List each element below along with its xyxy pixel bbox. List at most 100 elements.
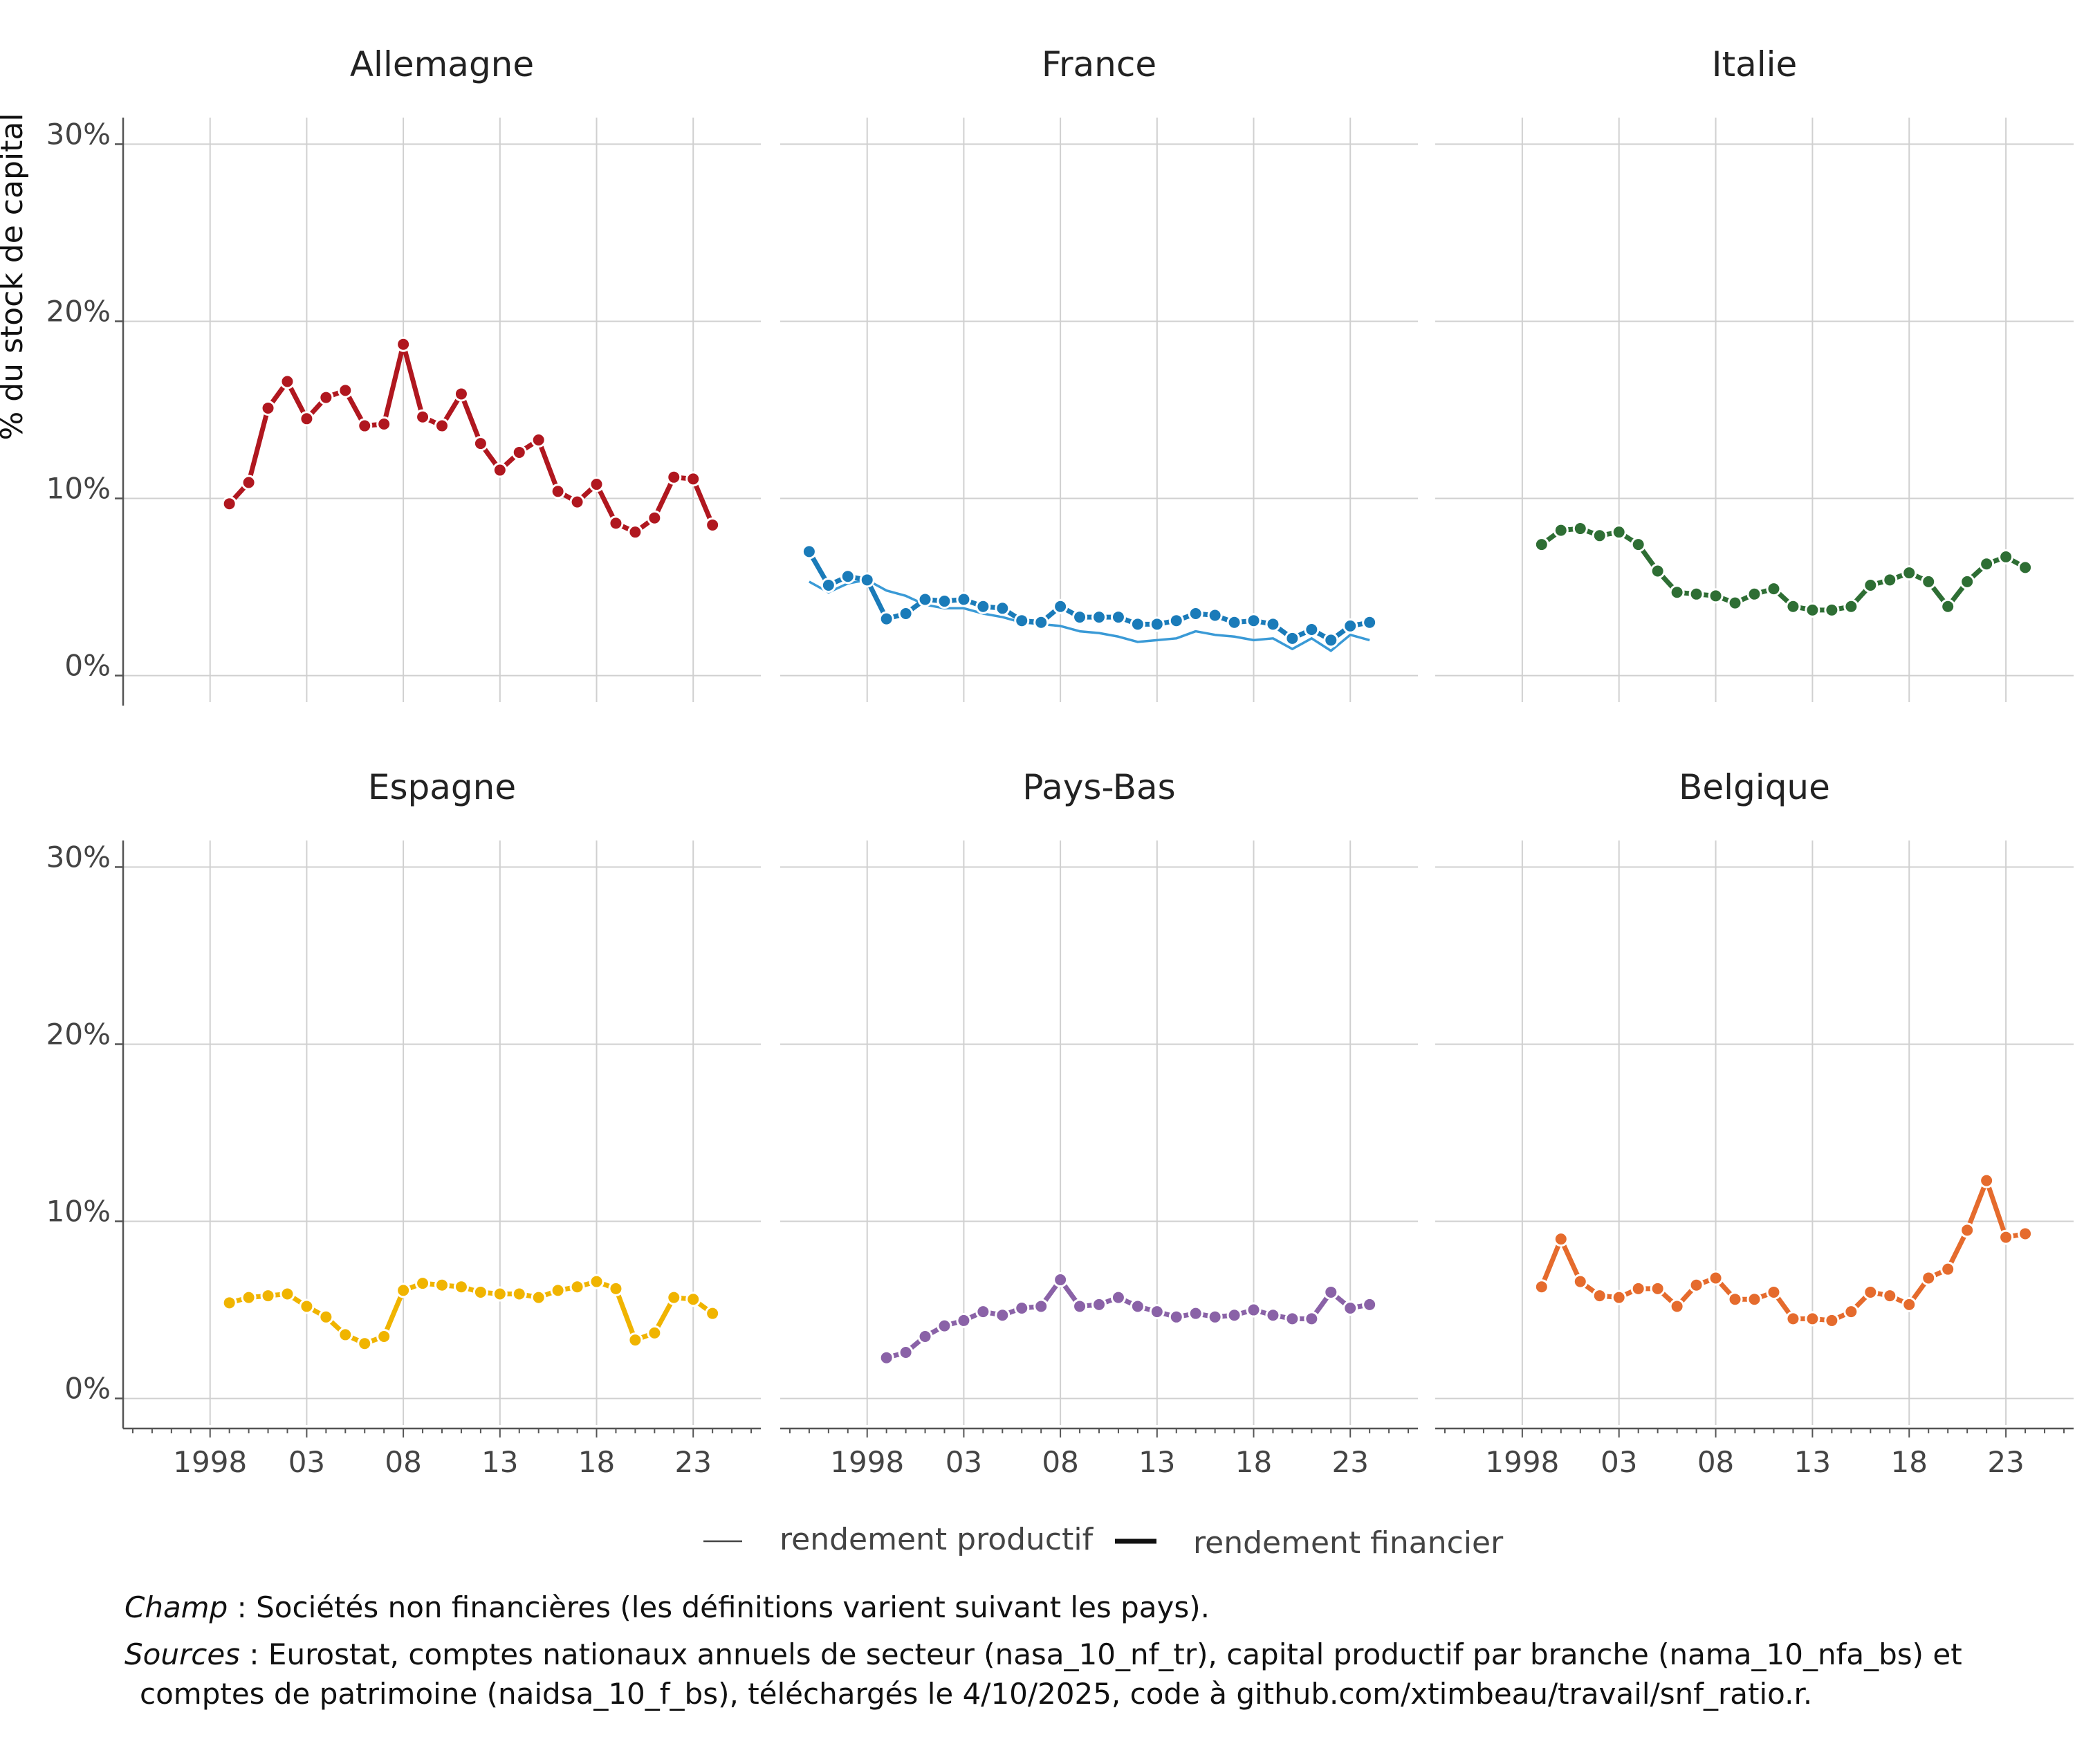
financier-point bbox=[1304, 622, 1320, 638]
financier-point bbox=[705, 517, 721, 533]
financier-point bbox=[685, 1292, 701, 1307]
financier-point bbox=[1265, 1307, 1281, 1323]
financier-point bbox=[1959, 573, 1975, 589]
financier-point bbox=[975, 598, 991, 614]
financier-point bbox=[1592, 528, 1607, 544]
financier-point bbox=[1940, 1261, 1956, 1277]
caption-sources: Sources : Eurostat, comptes nationaux an… bbox=[124, 1635, 1962, 1675]
x-tick-label: 13 bbox=[1794, 1445, 1831, 1479]
financier-point bbox=[260, 400, 276, 416]
financier-point bbox=[937, 594, 952, 609]
financier-point bbox=[589, 1274, 605, 1289]
financier-point bbox=[299, 411, 315, 427]
financier-point bbox=[840, 569, 856, 585]
panel-title: France bbox=[1042, 44, 1156, 84]
financier-point bbox=[1901, 565, 1917, 581]
x-tick-label: 08 bbox=[1697, 1445, 1734, 1479]
financier-line bbox=[806, 550, 1370, 643]
financier-point bbox=[1072, 609, 1088, 625]
financier-point bbox=[1979, 1173, 1995, 1188]
financier-point bbox=[1998, 1229, 2014, 1245]
financier-point bbox=[318, 1309, 334, 1325]
financier-point bbox=[995, 1307, 1011, 1323]
x-tick-label: 23 bbox=[1987, 1445, 2024, 1479]
financier-point bbox=[453, 1279, 469, 1295]
financier-point bbox=[878, 1350, 894, 1366]
financier-point bbox=[1630, 537, 1646, 553]
financier-point bbox=[531, 432, 546, 448]
financier-point bbox=[357, 1336, 373, 1352]
y-axis-label: % du stock de capital bbox=[0, 113, 30, 440]
financier-point bbox=[666, 1289, 682, 1305]
y-tick-label: 30% bbox=[46, 117, 111, 151]
financier-point bbox=[1669, 585, 1685, 600]
financier-point bbox=[1226, 614, 1242, 630]
financier-point bbox=[820, 578, 836, 593]
financier-point bbox=[1611, 524, 1627, 540]
financier-point bbox=[1091, 1296, 1107, 1312]
x-tick-label: 18 bbox=[578, 1445, 615, 1479]
financier-point bbox=[1959, 1222, 1975, 1238]
financier-point bbox=[1207, 1309, 1223, 1325]
financier-point bbox=[1110, 609, 1126, 625]
financier-point bbox=[492, 462, 508, 478]
financier-point bbox=[995, 600, 1011, 616]
financier-point bbox=[1553, 1231, 1569, 1247]
x-tick-label: 18 bbox=[1235, 1445, 1272, 1479]
caption-champ: Champ : Sociétés non financières (les dé… bbox=[124, 1588, 1210, 1628]
caption-champ-label: Champ bbox=[124, 1590, 228, 1624]
caption-sources-label: Sources bbox=[124, 1637, 241, 1671]
financier-point bbox=[221, 496, 237, 512]
financier-point bbox=[627, 1332, 643, 1348]
financier-point bbox=[472, 1284, 488, 1300]
financier-point bbox=[1708, 588, 1724, 604]
financier-point bbox=[1168, 613, 1184, 629]
financier-point bbox=[1110, 1289, 1126, 1305]
financier-point bbox=[279, 1286, 295, 1302]
financier-point bbox=[1226, 1307, 1242, 1323]
financier-point bbox=[415, 1276, 431, 1292]
financier-point bbox=[376, 1328, 392, 1344]
financier-point bbox=[1746, 586, 1762, 602]
financier-point bbox=[1688, 1277, 1704, 1293]
financier-point bbox=[1882, 1288, 1898, 1304]
financier-point bbox=[1207, 607, 1223, 623]
financier-point bbox=[1265, 616, 1281, 632]
financier-point bbox=[1149, 1304, 1165, 1320]
financier-point bbox=[2018, 560, 2034, 576]
financier-point bbox=[338, 1327, 353, 1343]
financier-point bbox=[1033, 1298, 1049, 1314]
financier-point bbox=[1323, 632, 1339, 648]
x-tick-label: 13 bbox=[1138, 1445, 1175, 1479]
financier-point bbox=[647, 510, 663, 526]
panel-pays-bas: Pays-Bas 1998 03 08 13 18 23 bbox=[780, 767, 1418, 1479]
financier-point bbox=[1572, 1274, 1588, 1289]
financier-point bbox=[260, 1288, 276, 1304]
panel-espagne: Espagne 0% 10% 20% 30% 1998 03 08 13 18 23 bbox=[46, 767, 761, 1479]
x-tick-label: 03 bbox=[946, 1445, 982, 1479]
financier-point bbox=[1284, 630, 1300, 646]
x-tick-label: 08 bbox=[385, 1445, 421, 1479]
financier-point bbox=[917, 1328, 933, 1344]
financier-point bbox=[1843, 1304, 1859, 1320]
financier-point bbox=[1611, 1289, 1627, 1305]
financier-point bbox=[917, 591, 933, 607]
financier-point bbox=[1843, 598, 1859, 614]
financier-point bbox=[1304, 1311, 1320, 1327]
financier-line bbox=[228, 342, 715, 535]
financier-point bbox=[1129, 616, 1145, 632]
financier-point bbox=[1091, 609, 1107, 625]
financier-point bbox=[1940, 598, 1956, 614]
financier-point bbox=[434, 418, 450, 434]
financier-point bbox=[1014, 1301, 1030, 1316]
financier-point bbox=[1863, 1284, 1879, 1300]
financier-point bbox=[801, 544, 817, 560]
financier-point bbox=[1168, 1309, 1184, 1325]
financier-point bbox=[1824, 1312, 1840, 1328]
financier-point bbox=[453, 386, 469, 402]
financier-point bbox=[1362, 1296, 1378, 1312]
panel-title: Pays-Bas bbox=[1022, 767, 1175, 807]
financier-point bbox=[666, 469, 682, 485]
financier-point bbox=[511, 1286, 527, 1302]
financier-point bbox=[1630, 1280, 1646, 1296]
